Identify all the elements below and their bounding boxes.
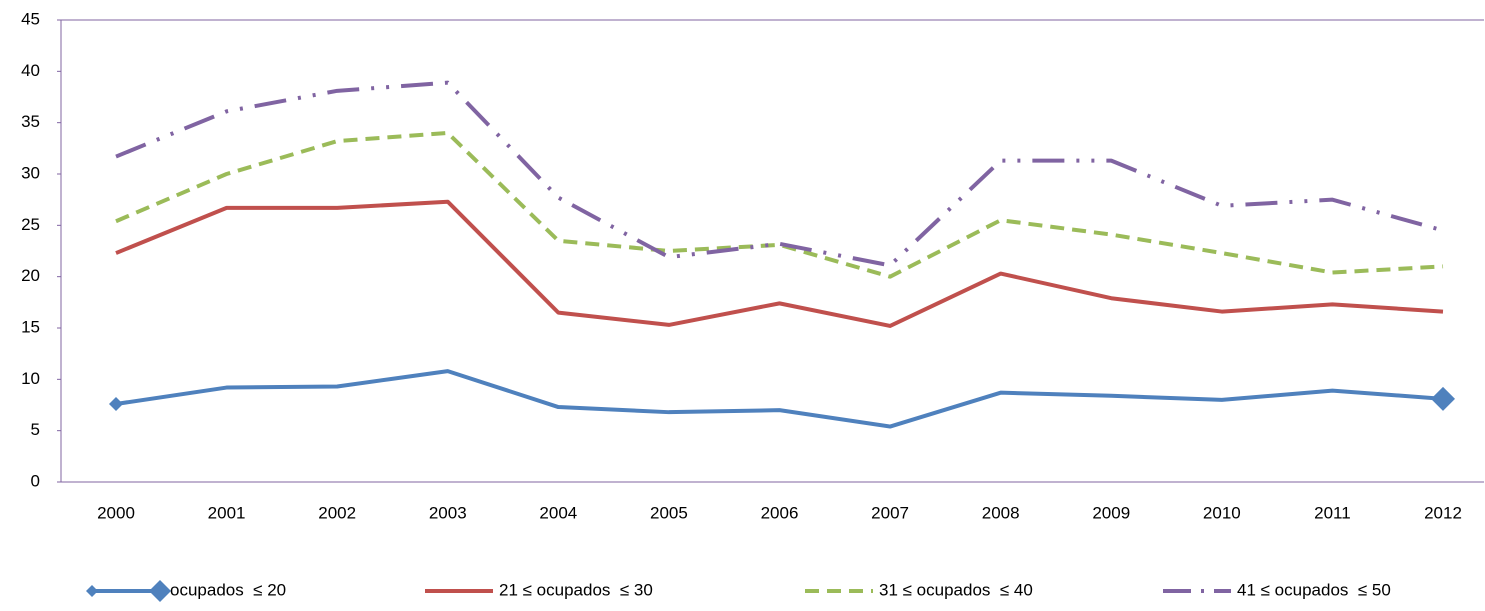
y-tick-label: 20 — [21, 266, 40, 285]
y-tick-label: 10 — [21, 369, 40, 388]
x-tick-label: 2003 — [429, 503, 467, 522]
x-tick-label: 2007 — [871, 503, 909, 522]
series-line — [115, 80, 1444, 268]
y-tick-label: 15 — [21, 317, 40, 336]
x-tick-label: 2010 — [1203, 503, 1241, 522]
series-line — [115, 130, 1444, 279]
y-tick-label: 0 — [31, 471, 40, 490]
x-tick-label: 2005 — [650, 503, 688, 522]
x-tick-label: 2012 — [1424, 503, 1462, 522]
legend-label: 41 ≤ ocupados ≤ 50 — [1237, 580, 1391, 599]
series-line — [115, 369, 1444, 429]
y-tick-label: 35 — [21, 112, 40, 131]
y-tick-label: 5 — [31, 420, 40, 439]
legend-label: ocupados ≤ 20 — [170, 580, 286, 599]
series-line — [115, 199, 1444, 328]
marker — [109, 396, 123, 411]
x-tick-label: 2006 — [761, 503, 799, 522]
y-tick-label: 45 — [21, 9, 40, 28]
y-tick-label: 30 — [21, 163, 40, 182]
x-tick-label: 2008 — [982, 503, 1020, 522]
x-tick-label: 2000 — [97, 503, 135, 522]
marker — [1431, 386, 1455, 411]
legend-marker — [86, 585, 98, 597]
y-tick-label: 25 — [21, 215, 40, 234]
legend-marker — [149, 580, 171, 602]
x-tick-label: 2004 — [539, 503, 577, 522]
x-tick-label: 2001 — [208, 503, 246, 522]
x-tick-label: 2002 — [318, 503, 356, 522]
legend-label: 21 ≤ ocupados ≤ 30 — [499, 580, 653, 599]
x-tick-label: 2011 — [1314, 503, 1351, 522]
x-tick-label: 2009 — [1092, 503, 1130, 522]
y-tick-label: 40 — [21, 61, 40, 80]
legend-label: 31 ≤ ocupados ≤ 40 — [879, 580, 1033, 599]
